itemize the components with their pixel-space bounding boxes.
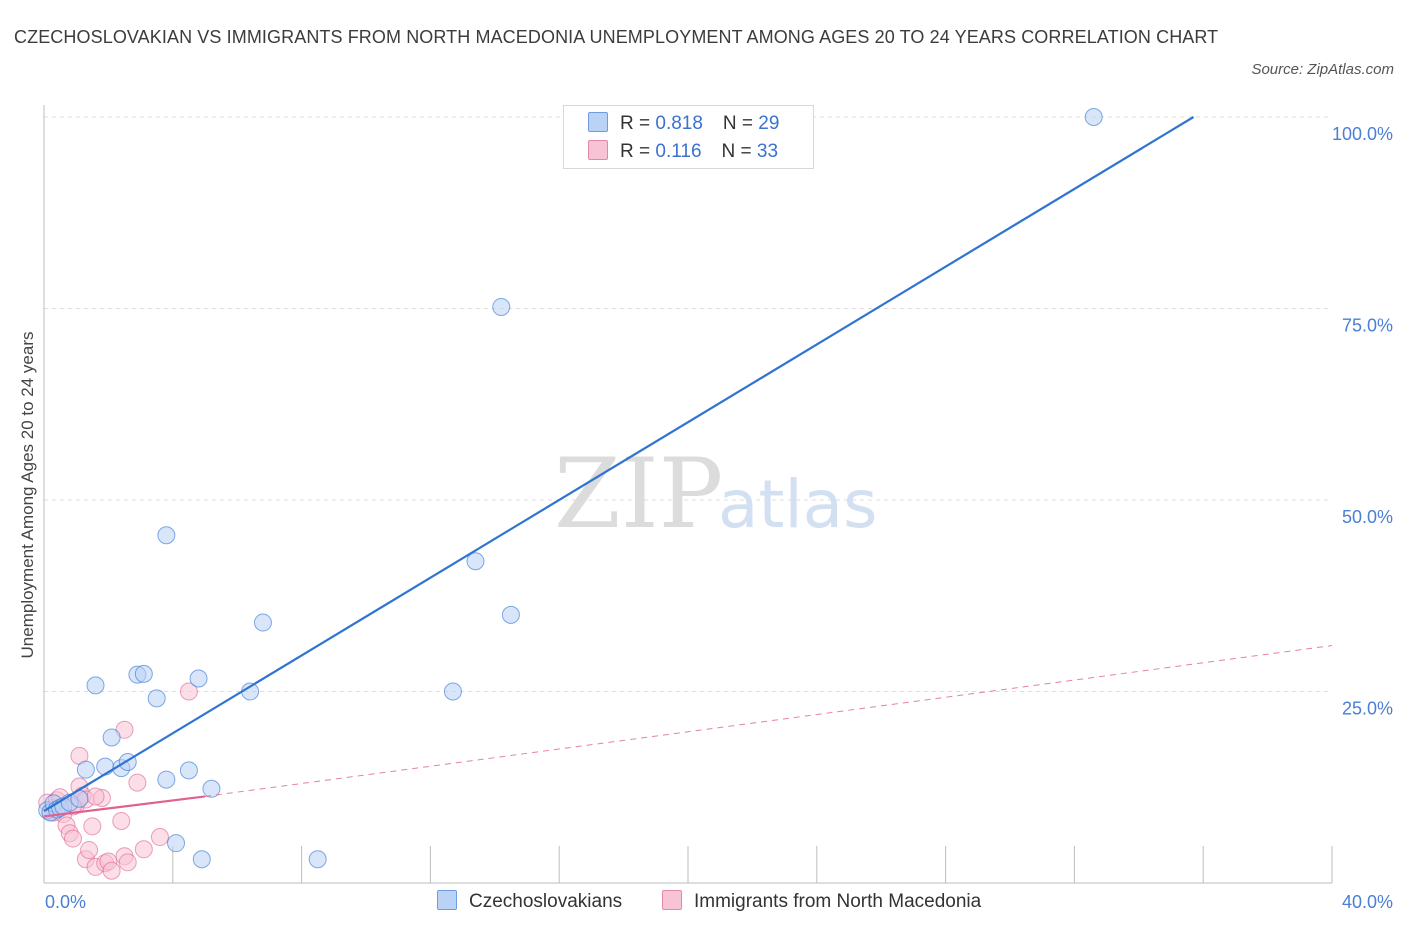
trend-line-north-macedonia	[43, 795, 206, 818]
data-point-czechoslovakians	[96, 757, 115, 776]
data-point-north-macedonia	[118, 853, 137, 872]
data-point-czechoslovakians	[308, 850, 327, 869]
data-point-czechoslovakians	[102, 728, 121, 747]
stats-legend: R = 0.818 N = 29 R = 0.116 N = 33	[563, 105, 814, 169]
x-tick-label: 0.0%	[45, 892, 86, 912]
data-point-north-macedonia	[179, 682, 198, 701]
grid-lines	[44, 116, 1332, 692]
legend-n-value: 29	[758, 113, 780, 134]
y-tick-labels: 25.0% 50.0% 75.0% 100.0%	[1332, 124, 1393, 719]
data-point-czechoslovakians	[134, 664, 153, 683]
legend-r-value: 0.818	[655, 113, 703, 134]
y-tick-label: 50.0%	[1342, 507, 1393, 527]
legend-n-value: 33	[756, 141, 779, 162]
watermark-zip: ZIP	[554, 438, 723, 550]
legend-item-north-macedonia: Immigrants from North Macedonia	[662, 890, 981, 913]
legend-r-label: R =	[620, 141, 656, 162]
trend-lines	[43, 116, 1333, 818]
data-point-czechoslovakians	[76, 760, 95, 779]
data-point-czechoslovakians	[1084, 108, 1103, 126]
legend-swatch-blue	[437, 890, 457, 910]
x-tick-label: 40.0%	[1342, 892, 1393, 912]
data-point-czechoslovakians	[157, 526, 176, 545]
series-czechoslovakians-points	[38, 108, 1103, 869]
legend-swatch-blue	[588, 112, 608, 132]
trend-line-north-macedonia-projection	[204, 645, 1333, 797]
legend-row-north-macedonia: R = 0.116 N = 33	[588, 140, 778, 166]
data-point-czechoslovakians	[492, 297, 511, 316]
trend-line-czechoslovakians	[43, 116, 1195, 812]
legend-label-north-macedonia: Immigrants from North Macedonia	[694, 891, 982, 912]
legend-swatch-pink	[662, 890, 682, 910]
legend-n-label: N =	[721, 141, 757, 162]
data-point-czechoslovakians	[147, 689, 166, 708]
y-tick-label: 100.0%	[1332, 124, 1393, 144]
series-legend: Czechoslovakians Immigrants from North M…	[0, 890, 1406, 916]
data-point-czechoslovakians	[501, 605, 520, 624]
x-tick-labels: 0.0% 40.0%	[45, 892, 1393, 912]
legend-r-value: 0.116	[655, 141, 702, 162]
data-point-north-macedonia	[63, 829, 82, 848]
data-point-czechoslovakians	[192, 850, 211, 869]
data-point-czechoslovakians	[443, 682, 462, 701]
data-point-czechoslovakians	[253, 613, 272, 632]
axes	[43, 105, 1333, 884]
data-point-czechoslovakians	[179, 761, 198, 780]
data-point-north-macedonia	[83, 817, 102, 836]
data-point-czechoslovakians	[466, 552, 485, 571]
data-point-north-macedonia	[80, 841, 99, 860]
data-point-north-macedonia	[134, 840, 153, 859]
legend-row-czechoslovakians: R = 0.818 N = 29	[588, 112, 779, 138]
data-point-north-macedonia	[102, 861, 121, 880]
data-point-czechoslovakians	[86, 676, 105, 695]
watermark: ZIP atlas	[554, 438, 878, 550]
legend-item-czechoslovakians: Czechoslovakians	[437, 890, 622, 913]
data-point-czechoslovakians	[157, 770, 176, 789]
data-point-north-macedonia	[128, 773, 147, 792]
data-point-north-macedonia	[150, 828, 169, 847]
legend-swatch-pink	[588, 140, 608, 160]
data-point-north-macedonia	[112, 811, 131, 830]
data-point-czechoslovakians	[202, 779, 221, 798]
data-point-czechoslovakians	[189, 669, 208, 688]
data-point-north-macedonia	[86, 787, 105, 806]
source-label: Source: ZipAtlas.com	[1251, 61, 1394, 78]
legend-r-label: R =	[620, 113, 656, 134]
watermark-atlas: atlas	[718, 466, 878, 543]
y-tick-label: 25.0%	[1342, 699, 1393, 719]
legend-n-label: N =	[722, 113, 759, 134]
y-tick-label: 75.0%	[1342, 316, 1393, 336]
chart-title: CZECHOSLOVAKIAN VS IMMIGRANTS FROM NORTH…	[14, 27, 1219, 47]
y-axis-label: Unemployment Among Ages 20 to 24 years	[18, 332, 37, 659]
data-point-czechoslovakians	[167, 834, 186, 853]
legend-label-czechoslovakians: Czechoslovakians	[469, 891, 623, 912]
